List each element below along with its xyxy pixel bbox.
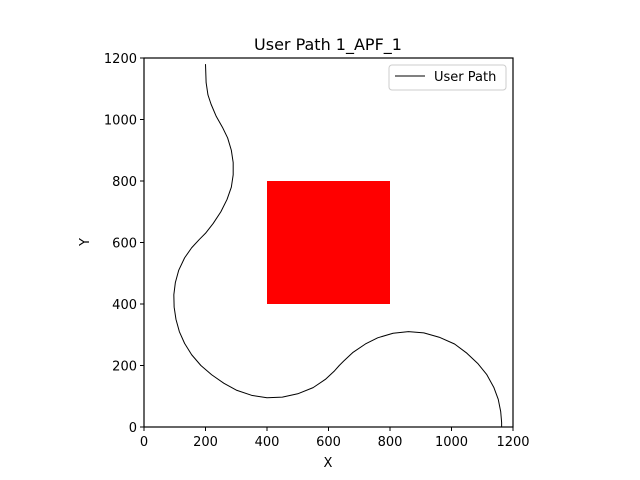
y-tick-label: 1200 <box>104 52 137 67</box>
y-tick-label: 0 <box>129 421 137 436</box>
y-tick-label: 200 <box>112 360 137 375</box>
y-axis-ticks: 0 200 400 600 800 1000 1200 <box>104 52 144 436</box>
series-layer <box>173 64 503 427</box>
x-axis-label: X <box>324 456 333 471</box>
legend-label-user-path: User Path <box>434 70 496 85</box>
y-tick-label: 600 <box>112 237 137 252</box>
legend: User Path <box>388 64 507 91</box>
y-tick-label: 1000 <box>104 114 137 129</box>
x-tick-label: 600 <box>316 435 341 450</box>
x-axis-ticks: 0 200 400 600 800 1000 1200 <box>140 427 530 450</box>
chart-title: User Path 1_APF_1 <box>254 35 402 55</box>
x-tick-label: 0 <box>140 435 148 450</box>
legend-box <box>388 64 507 91</box>
y-axis-label: Y <box>78 238 93 247</box>
x-tick-label: 1000 <box>435 435 468 450</box>
y-tick-label: 400 <box>112 298 137 313</box>
x-tick-label: 800 <box>378 435 403 450</box>
obstacles-layer <box>267 181 390 304</box>
x-tick-label: 1200 <box>496 435 529 450</box>
y-tick-label: 800 <box>112 175 137 190</box>
x-tick-label: 400 <box>255 435 280 450</box>
series-line-user-path <box>173 64 503 427</box>
obstacle-0 <box>267 181 390 304</box>
plot-area <box>143 57 514 428</box>
x-tick-label: 200 <box>193 435 218 450</box>
